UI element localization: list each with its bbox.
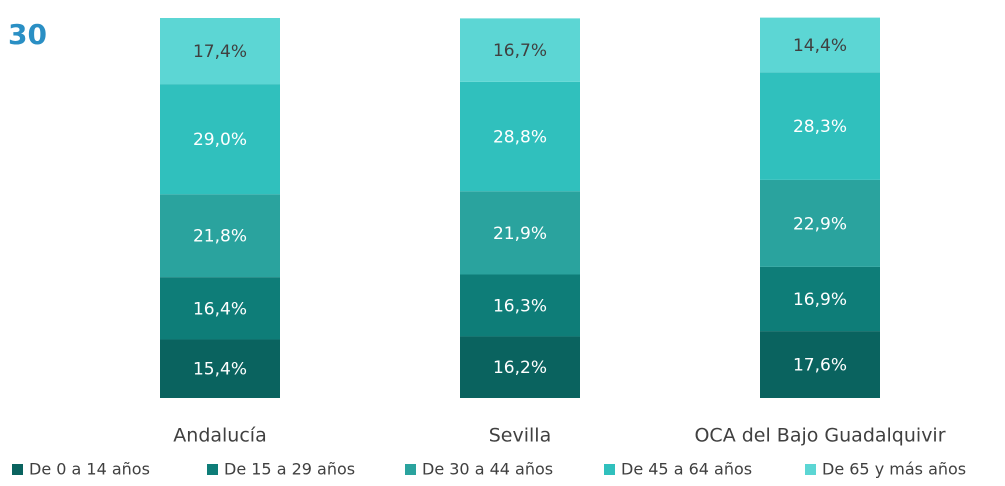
legend-label: De 0 a 14 años — [29, 460, 150, 479]
value-label: 16,2% — [493, 358, 547, 378]
value-label: 17,4% — [193, 42, 247, 62]
value-label: 21,9% — [493, 224, 547, 244]
bar-segment — [760, 72, 880, 180]
legend-label: De 45 a 64 años — [621, 460, 752, 479]
legend-swatch — [12, 464, 23, 475]
value-label: 16,4% — [193, 299, 247, 319]
value-label: 17,6% — [793, 356, 847, 376]
bar-segment — [460, 191, 580, 275]
category-label: Sevilla — [489, 425, 551, 447]
bar-segment — [460, 274, 580, 337]
bar-segment — [160, 339, 280, 398]
bar-segment — [160, 84, 280, 195]
legend-swatch — [207, 464, 218, 475]
bar-segment — [160, 277, 280, 340]
category-label: OCA del Bajo Guadalquivir — [694, 425, 945, 447]
value-label: 28,3% — [793, 117, 847, 137]
value-label: 14,4% — [793, 36, 847, 56]
legend-label: De 15 a 29 años — [224, 460, 355, 479]
value-label: 16,9% — [793, 290, 847, 310]
bar-segment — [160, 194, 280, 278]
bar-segment — [760, 17, 880, 73]
value-label: 22,9% — [793, 214, 847, 234]
bar-segment — [760, 179, 880, 267]
value-label: 15,4% — [193, 360, 247, 380]
bar-segment — [160, 18, 280, 85]
legend-label: De 30 a 44 años — [422, 460, 553, 479]
value-label: 28,8% — [493, 128, 547, 148]
bar-segment — [760, 266, 880, 332]
bar-segment — [460, 18, 580, 82]
legend-label: De 65 y más años — [822, 460, 966, 479]
value-label: 16,3% — [493, 296, 547, 316]
category-label: Andalucía — [173, 425, 266, 447]
value-label: 16,7% — [493, 41, 547, 61]
bar-segment — [460, 81, 580, 192]
bar-segment — [760, 331, 880, 398]
legend-swatch — [604, 464, 615, 475]
legend-swatch — [405, 464, 416, 475]
bar-segment — [460, 336, 580, 398]
value-label: 29,0% — [193, 130, 247, 150]
legend-swatch — [805, 464, 816, 475]
page-label: 30 — [8, 18, 47, 51]
value-label: 21,8% — [193, 227, 247, 247]
